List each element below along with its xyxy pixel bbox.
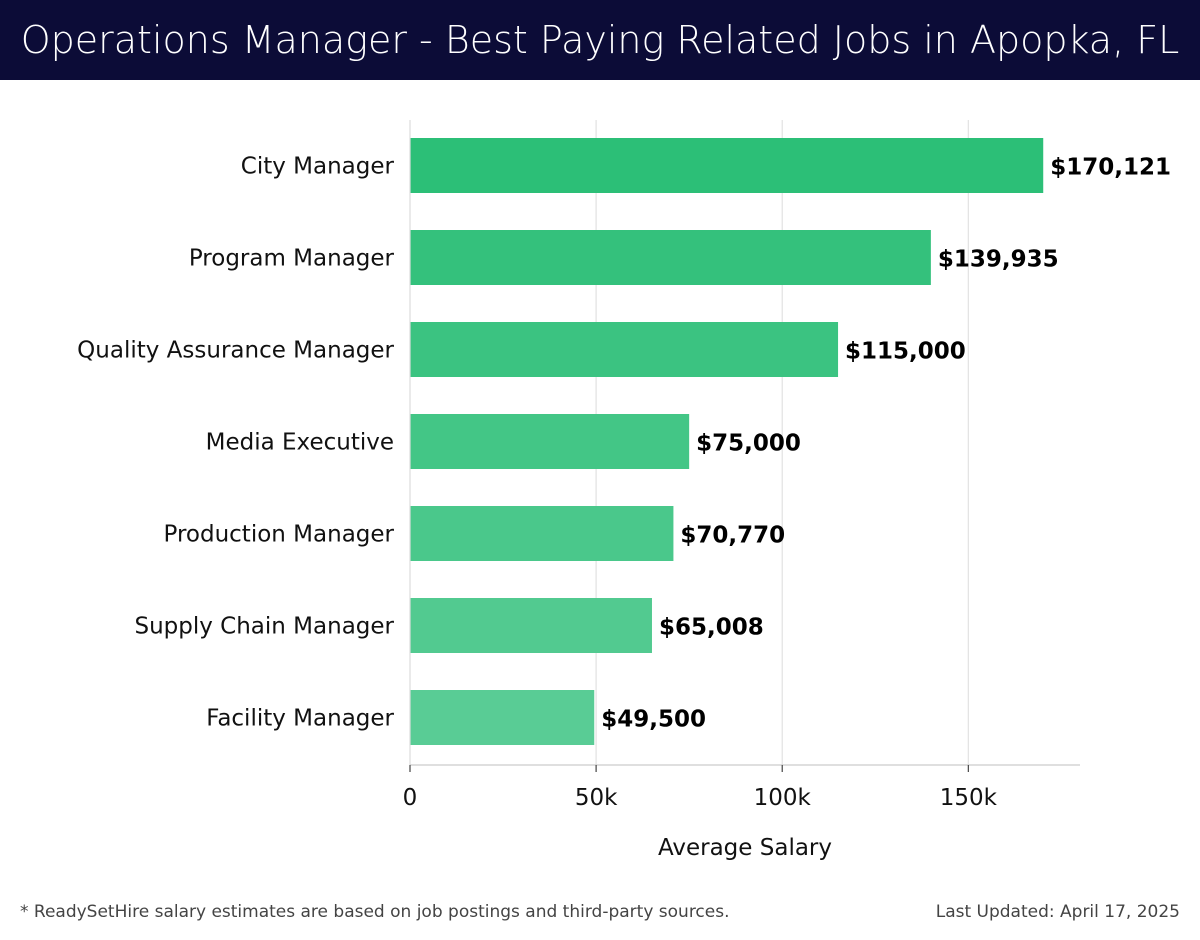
chart-title: Operations Manager - Best Paying Related… bbox=[20, 18, 1180, 62]
x-axis-title: Average Salary bbox=[658, 835, 832, 861]
footer-updated: Last Updated: April 17, 2025 bbox=[935, 902, 1180, 922]
bar bbox=[410, 138, 1044, 193]
value-label: $70,770 bbox=[680, 523, 785, 549]
bar bbox=[410, 598, 652, 653]
x-axis: 0 50k 100k 150k Average Salary bbox=[403, 120, 1080, 861]
category-label: Facility Manager bbox=[206, 706, 394, 732]
footer-note: * ReadySetHire salary estimates are base… bbox=[20, 902, 730, 922]
bar bbox=[410, 690, 595, 745]
labels: City Manager $170,121 Program Manager $139,… bbox=[77, 154, 1171, 733]
category-label: Supply Chain Manager bbox=[134, 614, 394, 640]
bar-chart: 0 50k 100k 150k Average Salary City Manager $… bbox=[77, 120, 1171, 861]
bar bbox=[410, 322, 839, 377]
chart-header: Operations Manager - Best Paying Related… bbox=[0, 0, 1200, 80]
category-label: Quality Assurance Manager bbox=[77, 338, 394, 364]
x-tick-label: 0 bbox=[403, 785, 418, 811]
value-label: $170,121 bbox=[1050, 155, 1171, 181]
bar bbox=[410, 506, 674, 561]
value-label: $65,008 bbox=[659, 615, 764, 641]
x-tick-label: 50k bbox=[575, 785, 618, 811]
value-label: $75,000 bbox=[696, 431, 801, 457]
bar bbox=[410, 414, 690, 469]
category-label: Production Manager bbox=[164, 522, 395, 548]
category-label: Program Manager bbox=[189, 246, 395, 272]
x-tick-label: 100k bbox=[754, 785, 812, 811]
bars bbox=[410, 138, 1044, 745]
bar bbox=[410, 230, 931, 285]
value-label: $115,000 bbox=[845, 339, 966, 365]
category-label: City Manager bbox=[241, 154, 395, 180]
category-label: Media Executive bbox=[206, 430, 394, 456]
value-label: $139,935 bbox=[938, 247, 1059, 273]
x-tick-label: 150k bbox=[940, 785, 998, 811]
value-label: $49,500 bbox=[601, 707, 706, 733]
